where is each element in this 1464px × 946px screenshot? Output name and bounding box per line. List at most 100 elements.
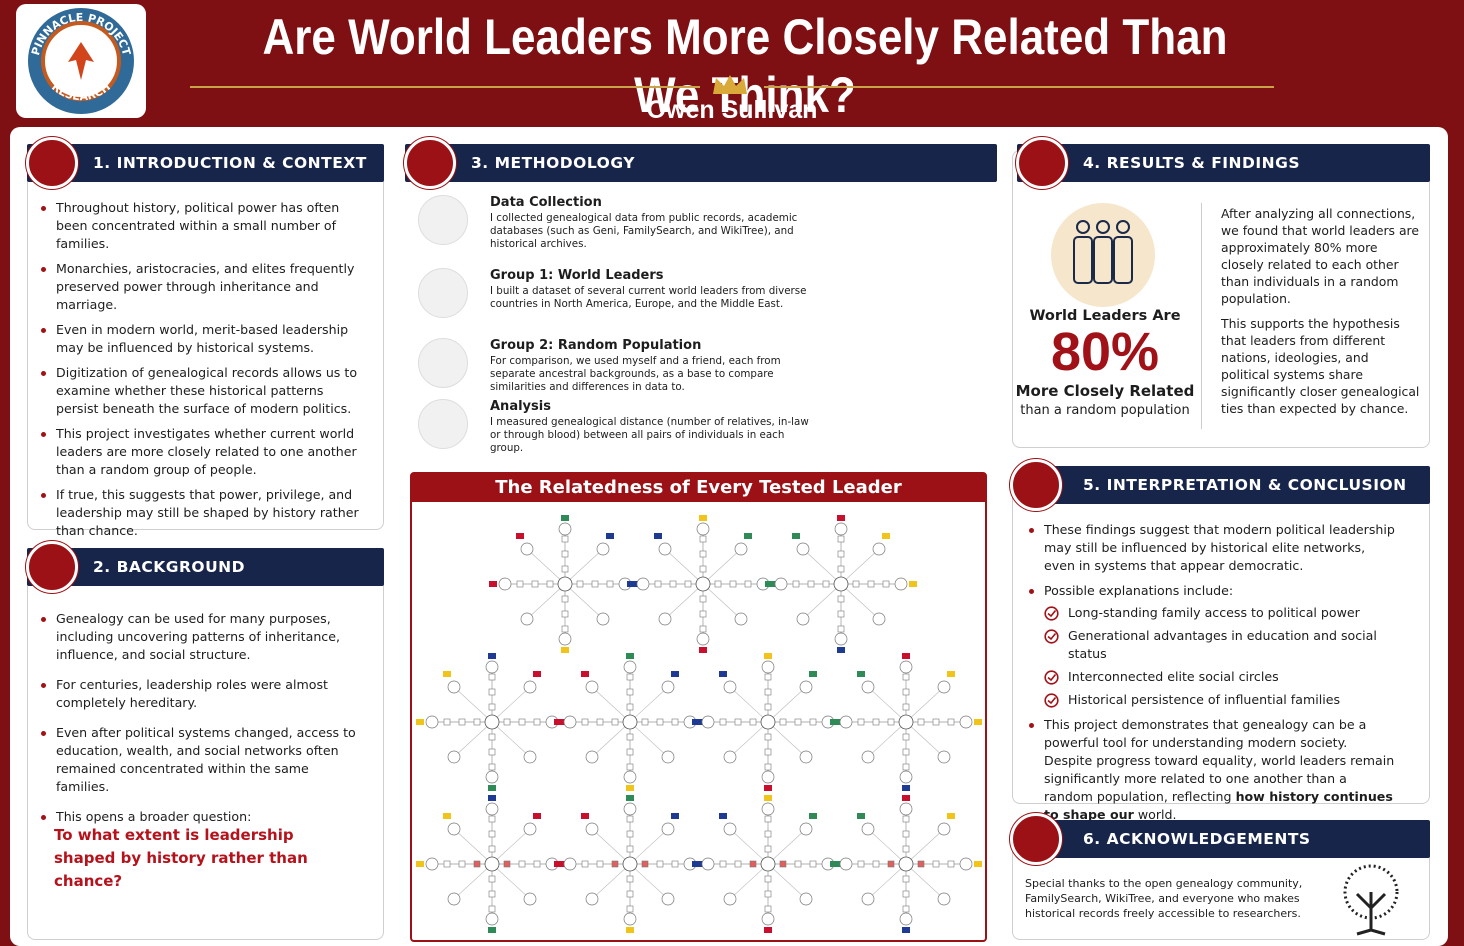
flag	[561, 515, 569, 521]
node	[719, 860, 727, 868]
link	[905, 828, 945, 865]
flag	[488, 795, 496, 801]
link	[840, 583, 880, 620]
step-title: Group 2: Random Population	[490, 338, 702, 353]
node	[696, 632, 710, 646]
node	[611, 718, 619, 726]
node	[699, 595, 707, 603]
flag	[626, 795, 634, 801]
check-item: Interconnected elite social circles	[1044, 668, 1396, 686]
flag	[809, 671, 817, 677]
link	[767, 686, 807, 723]
stat-pre: World Leaders Are	[1029, 308, 1181, 324]
link	[802, 583, 842, 620]
step-text: I collected genealogical data from publi…	[490, 212, 798, 250]
logo-bottom: RESEARCH	[49, 80, 113, 103]
node	[947, 860, 955, 868]
background-panel: Genealogy can be used for many purposes,…	[27, 555, 384, 940]
link	[729, 863, 769, 900]
check-item: Long-standing family access to political…	[1044, 604, 1396, 622]
check-list: Long-standing family access to political…	[1044, 604, 1396, 709]
node	[723, 680, 737, 694]
node	[488, 763, 496, 771]
node	[809, 718, 817, 726]
node	[699, 625, 707, 633]
bullet-text: Possible explanations include:	[1044, 583, 1234, 598]
bullet: This project investigates whether curren…	[28, 425, 368, 479]
node	[699, 535, 707, 543]
node	[661, 892, 675, 906]
node	[902, 875, 910, 883]
node	[764, 815, 772, 823]
node	[656, 718, 664, 726]
bullet: Even in modern world, merit-based leader…	[28, 321, 368, 357]
bullet: If true, this suggests that power, privi…	[28, 486, 368, 540]
node	[623, 802, 637, 816]
check-text: Long-standing family access to political…	[1068, 605, 1360, 620]
link	[702, 583, 742, 620]
node	[723, 892, 737, 906]
link	[453, 828, 493, 865]
node	[947, 718, 955, 726]
link	[767, 828, 807, 865]
node	[596, 860, 604, 868]
node	[458, 860, 466, 868]
node	[626, 673, 634, 681]
node	[671, 718, 679, 726]
check-text: Generational advantages in education and…	[1068, 628, 1377, 661]
step-title: Analysis	[490, 399, 551, 414]
flag	[837, 515, 845, 521]
node	[488, 673, 496, 681]
people-icon	[1051, 203, 1155, 307]
flag	[719, 813, 727, 819]
question: To what extent is leadership shaped by h…	[54, 826, 308, 890]
step-title: Group 1: World Leaders	[490, 268, 664, 283]
link	[867, 863, 907, 900]
link	[491, 721, 531, 758]
check-icon	[1044, 606, 1059, 621]
link	[629, 863, 669, 900]
node	[447, 680, 461, 694]
background-list: Genealogy can be used for many purposes,…	[28, 610, 358, 832]
node	[794, 718, 802, 726]
node	[861, 680, 875, 694]
bullet: These findings suggest that modern polit…	[1016, 521, 1396, 575]
flag	[699, 515, 707, 521]
link	[664, 548, 704, 585]
link	[491, 828, 531, 865]
crown	[713, 75, 747, 94]
node	[488, 703, 496, 711]
check-item: Generational advantages in education and…	[1044, 627, 1396, 663]
flag	[671, 671, 679, 677]
node	[734, 860, 742, 868]
node	[523, 892, 537, 906]
node	[561, 625, 569, 633]
node	[623, 660, 637, 674]
node	[764, 875, 772, 883]
node	[661, 680, 675, 694]
node	[902, 748, 910, 756]
node	[792, 580, 800, 588]
node	[623, 912, 637, 926]
node	[761, 802, 775, 816]
node	[626, 815, 634, 823]
node	[523, 680, 537, 694]
node	[899, 770, 913, 784]
node	[488, 905, 496, 913]
node	[626, 890, 634, 898]
node	[658, 542, 672, 556]
link	[905, 863, 945, 900]
node	[839, 715, 853, 729]
node	[917, 718, 925, 726]
node	[488, 875, 496, 883]
node	[596, 542, 610, 556]
node	[581, 718, 589, 726]
node	[701, 857, 715, 871]
node	[425, 715, 439, 729]
stat-post: More Closely Related	[1015, 382, 1195, 400]
node	[764, 845, 772, 853]
node	[699, 550, 707, 558]
node	[518, 860, 526, 868]
node	[932, 860, 940, 868]
link	[867, 686, 907, 723]
